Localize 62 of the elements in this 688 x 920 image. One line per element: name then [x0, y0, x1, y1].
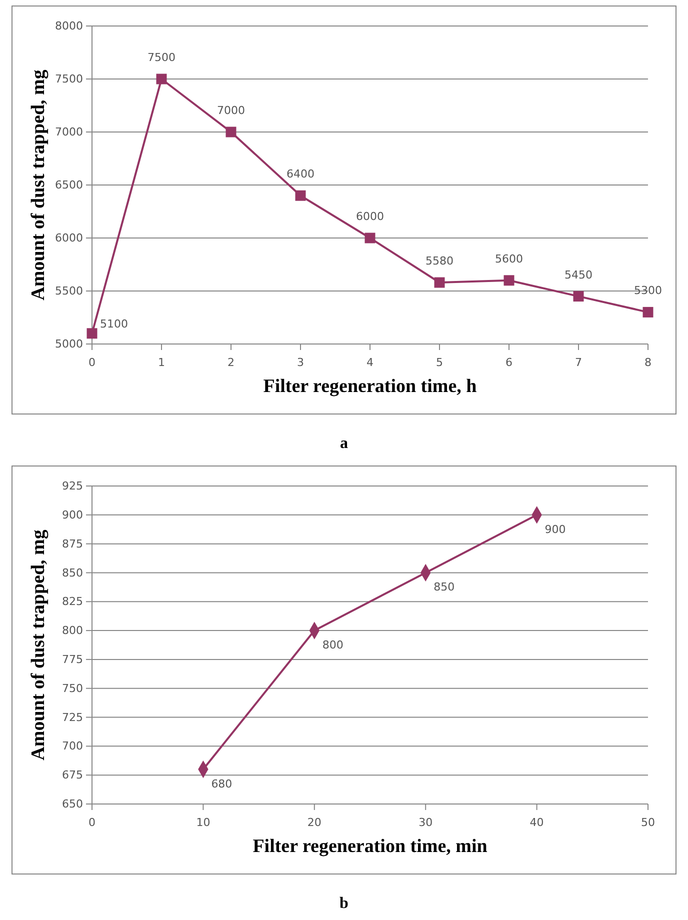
y-axis-title: Amount of dust trapped, mg — [28, 529, 49, 760]
y-tick-label: 725 — [62, 710, 83, 724]
x-tick-label: 6 — [506, 356, 512, 370]
data-label: 5600 — [495, 252, 523, 266]
y-tick-label: 5000 — [55, 338, 83, 351]
y-tick-label: 825 — [62, 595, 83, 608]
y-tick-label: 775 — [62, 652, 83, 666]
x-axis-title: Filter regeneration time, h — [263, 376, 478, 397]
data-label: 5450 — [564, 268, 592, 282]
data-label: 6000 — [356, 210, 384, 223]
data-label: 5100 — [100, 317, 128, 330]
y-tick-label: 750 — [62, 682, 83, 695]
x-tick-label: 0 — [88, 816, 96, 830]
data-label: 5300 — [634, 284, 662, 298]
y-tick-label: 675 — [62, 768, 83, 782]
x-tick-label: 4 — [366, 356, 374, 370]
data-label: 6400 — [286, 168, 314, 181]
point — [573, 291, 584, 302]
y-tick-label: 800 — [62, 624, 83, 638]
y-tick-label: 700 — [62, 740, 83, 753]
text: b — [340, 895, 349, 912]
y-tick-label: 8000 — [55, 20, 83, 33]
point — [364, 232, 376, 244]
data-label: 850 — [434, 580, 455, 594]
point — [295, 190, 306, 201]
y-tick-label: 850 — [62, 566, 83, 580]
x-tick-label: 1 — [158, 356, 165, 370]
x-tick-label: 2 — [228, 356, 234, 370]
x-tick-label: 5 — [436, 356, 443, 370]
y-tick-label: 7500 — [55, 72, 83, 86]
y-tick-label: 875 — [62, 537, 83, 550]
point — [642, 306, 654, 318]
x-tick-label: 30 — [418, 816, 433, 830]
point — [86, 328, 98, 339]
y-tick-label: 7000 — [55, 126, 83, 139]
x-tick-label: 7 — [575, 356, 582, 370]
data-label: 7500 — [148, 51, 176, 64]
x-tick-label: 40 — [530, 816, 544, 830]
point — [434, 277, 445, 288]
y-axis-title: Amount of dust trapped, mg — [28, 69, 49, 300]
x-tick-label: 3 — [297, 356, 304, 370]
y-tick-label: 6000 — [55, 232, 83, 245]
y-tick-label: 6500 — [55, 178, 83, 192]
x-axis-title: Filter regeneration time, min — [252, 836, 488, 857]
x-tick-label: 0 — [88, 356, 96, 370]
data-label: 800 — [322, 638, 344, 652]
point — [226, 126, 236, 138]
text: a — [340, 435, 348, 452]
x-tick-label: 20 — [307, 816, 322, 830]
y-tick-label: 900 — [62, 508, 83, 522]
x-tick-label: 10 — [196, 816, 210, 830]
x-tick-label: 8 — [644, 356, 652, 370]
data-label: 900 — [544, 522, 566, 536]
y-tick-label: 5500 — [55, 284, 83, 298]
point — [504, 275, 514, 286]
y-tick-label: 650 — [62, 798, 83, 811]
data-label: 680 — [211, 777, 232, 790]
data-label: 5580 — [426, 254, 454, 268]
y-tick-label: 925 — [62, 480, 83, 493]
point — [156, 74, 167, 84]
x-tick-label: 50 — [641, 816, 655, 830]
data-label: 7000 — [217, 104, 245, 117]
